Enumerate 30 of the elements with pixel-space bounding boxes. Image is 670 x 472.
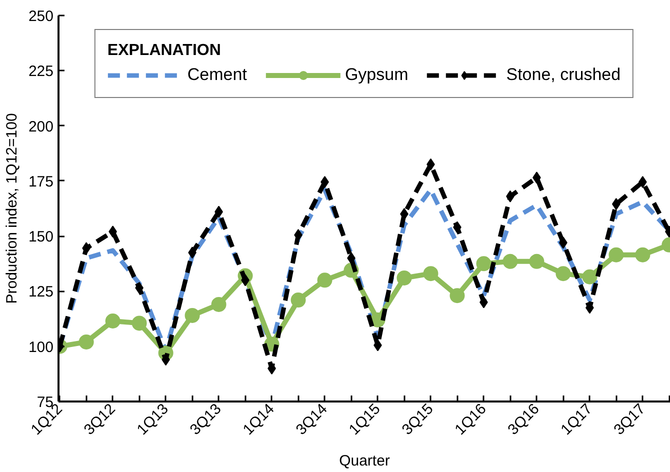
legend-title: EXPLANATION [107,42,222,60]
point [423,266,438,282]
point [317,272,332,288]
y-tick-label: 100 [28,338,54,356]
legend-label: Gypsum [344,65,408,85]
point [211,296,226,312]
y-axis-title: Production index, 1Q12=100 [3,113,20,304]
point [556,266,571,282]
x-axis-title: Quarter [339,452,390,470]
point [476,256,492,272]
y-tick-label: 200 [28,118,54,136]
legend-label: Stone, crushed [506,65,621,85]
y-tick-label: 225 [28,63,54,80]
point [184,308,200,323]
point [582,269,598,284]
point [450,288,465,304]
point [78,334,94,350]
point [290,292,306,308]
y-tick-label: 250 [28,8,54,25]
point [529,254,544,269]
point [105,314,120,328]
point [396,270,412,286]
point [635,247,650,262]
point [132,316,147,331]
point [502,254,518,269]
y-tick-label: 150 [28,228,54,246]
point [608,247,624,262]
y-tick-label: 125 [28,284,54,301]
y-tick-label: 175 [28,173,54,190]
legend-label: Cement [187,65,247,85]
